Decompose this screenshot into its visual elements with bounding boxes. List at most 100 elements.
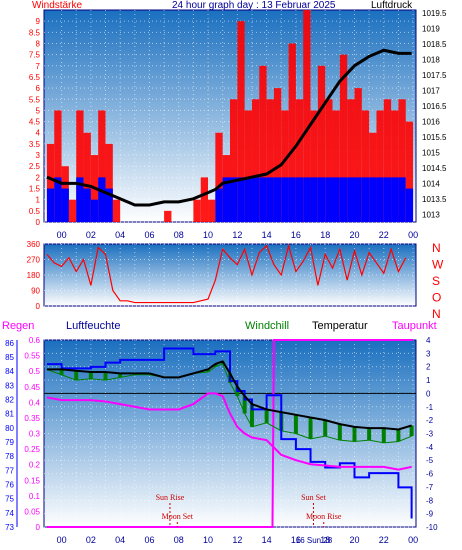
pressure-y-tick-label: 1014 <box>422 179 440 188</box>
wind-speed-bar <box>317 65 326 222</box>
wind-speed-bar <box>303 10 311 222</box>
rain-y-tick-label: 0.35 <box>24 414 40 423</box>
wind-speed-bar <box>208 199 216 222</box>
wind-y-tick-label: 8 <box>36 39 41 48</box>
wind-speed-bar <box>230 99 238 222</box>
temp-y-tick-label: 0 <box>426 389 431 398</box>
rain-y-tick-label: 0.2 <box>29 461 41 470</box>
direction-y-tick-label: 180 <box>27 271 41 280</box>
wind-speed-bar <box>281 110 289 222</box>
rain-y-tick-label: 0.3 <box>29 430 41 439</box>
wind-speed-bar <box>288 43 296 223</box>
rain-y-tick-label: 0.1 <box>29 492 41 501</box>
rain-y-tick-label: 0.05 <box>24 507 40 516</box>
wind-gust-bar <box>54 177 62 222</box>
wind-gust-bar <box>339 177 348 222</box>
temp-y-tick-label: 1 <box>426 376 431 385</box>
pressure-y-tick-label: 1013 <box>422 210 440 219</box>
pressure-y-tick-label: 1015 <box>422 148 440 157</box>
wind-y-tick-label: 1.5 <box>29 185 41 194</box>
wind-y-tick-label: 0 <box>36 218 41 227</box>
wind-panel-x-tick-label: 14 <box>262 230 272 240</box>
rain-y-tick-label: 0.25 <box>24 445 40 454</box>
temperature-line <box>46 360 412 431</box>
humidity-y-tick-label: 81 <box>5 410 14 419</box>
pressure-y-tick-label: 1016 <box>422 117 440 126</box>
wind-y-tick-label: 5 <box>36 106 41 115</box>
humidity-y-tick-label: 78 <box>5 452 14 461</box>
wind-speed-bar <box>76 110 84 222</box>
temp-y-tick-label: -4 <box>426 443 434 452</box>
rain-y-tick-label: 0.45 <box>24 383 40 392</box>
temp-y-tick-label: -10 <box>426 523 438 532</box>
wind-y-tick-label: 0.5 <box>29 207 41 216</box>
pressure-y-tick-label: 1019 <box>422 25 440 34</box>
compass-label: N <box>432 307 441 321</box>
wind-speed-bar <box>68 199 77 222</box>
wind-speed-bar <box>376 110 384 222</box>
direction-y-tick-label: 360 <box>27 240 41 249</box>
temp-y-tick-label: 2 <box>426 363 431 372</box>
wind-speed-bar <box>98 110 106 222</box>
temp-panel-x-tick-label: 06 <box>144 535 154 545</box>
wind-gust-bar <box>405 188 414 222</box>
wind-gust-bar <box>215 188 223 222</box>
wind-gust-bar <box>230 177 238 222</box>
humidity-y-tick-label: 82 <box>5 396 14 405</box>
compass-label: N <box>432 241 441 255</box>
pressure-y-tick-label: 1015.5 <box>422 133 447 142</box>
wind-y-tick-label: 8.5 <box>29 28 41 37</box>
temp-panel-x-tick-label: 08 <box>174 535 184 545</box>
legend-rain: Regen <box>2 320 35 332</box>
wind-gust-bar <box>369 177 377 222</box>
wind-panel-x-tick-label: 22 <box>379 230 389 240</box>
wind-y-tick-label: 7 <box>36 62 41 71</box>
wind-panel-x-tick-label: 12 <box>232 230 242 240</box>
annotation-label: Moon Set <box>162 512 194 521</box>
wind-gust-bar <box>98 177 106 222</box>
wind-gust-bar <box>251 177 260 222</box>
temp-panel-x-tick-label: 00 <box>408 535 418 545</box>
rain-y-tick-label: 0.15 <box>24 476 40 485</box>
compass-label: O <box>432 291 441 305</box>
wind-axis-title: Windstärke <box>32 0 83 11</box>
rain-y-tick-label: 0 <box>36 523 41 532</box>
chart-title: 24 hour graph day : 13 Februar 2025 <box>172 0 336 11</box>
pressure-y-tick-label: 1017 <box>422 86 440 95</box>
pressure-y-tick-label: 1016.5 <box>422 102 447 111</box>
wind-y-tick-label: 1 <box>36 196 41 205</box>
wind-gust-bar <box>332 177 340 222</box>
wind-gust-bar <box>237 177 245 222</box>
wind-speed-bar <box>310 110 318 222</box>
legend-dewpoint: Taupunkt <box>392 320 437 332</box>
dewpoint-line <box>46 392 412 471</box>
wind-speed-bar <box>347 99 355 222</box>
temp-panel-x-tick-label: 14 <box>262 535 272 545</box>
wind-y-tick-label: 4 <box>36 129 41 138</box>
rain-y-tick-label: 0.4 <box>29 398 41 407</box>
wind-y-tick-label: 7.5 <box>29 51 41 60</box>
wind-speed-bar <box>244 110 252 222</box>
temp-panel-x-tick-label: 10 <box>203 535 213 545</box>
wind-panel-x-tick-label: 18 <box>320 230 330 240</box>
wind-y-tick-label: 5.5 <box>29 95 41 104</box>
humidity-y-tick-label: 75 <box>5 495 14 504</box>
time-note: 16 Sun 28 <box>296 536 333 545</box>
wind-gust-bar <box>90 199 99 222</box>
wind-y-tick-label: 2.5 <box>29 162 41 171</box>
wind-y-tick-label: 2 <box>36 173 41 182</box>
wind-speed-bar <box>361 110 370 222</box>
wind-y-tick-label: 4.5 <box>29 118 41 127</box>
wind-gust-bar <box>383 177 392 222</box>
pressure-y-tick-label: 1018 <box>422 56 440 65</box>
rain-line <box>46 339 414 528</box>
wind-speed-bar <box>332 110 340 222</box>
rain-y-tick-label: 0.6 <box>29 336 41 345</box>
pressure-y-tick-label: 1014.5 <box>422 164 447 173</box>
wind-gust-bar <box>76 177 84 222</box>
pressure-y-tick-label: 1019.5 <box>422 9 447 18</box>
temp-y-tick-label: 3 <box>426 349 431 358</box>
wind-gust-bar <box>391 177 399 222</box>
wind-gust-bar <box>222 177 230 222</box>
wind-gust-bar <box>295 177 304 222</box>
